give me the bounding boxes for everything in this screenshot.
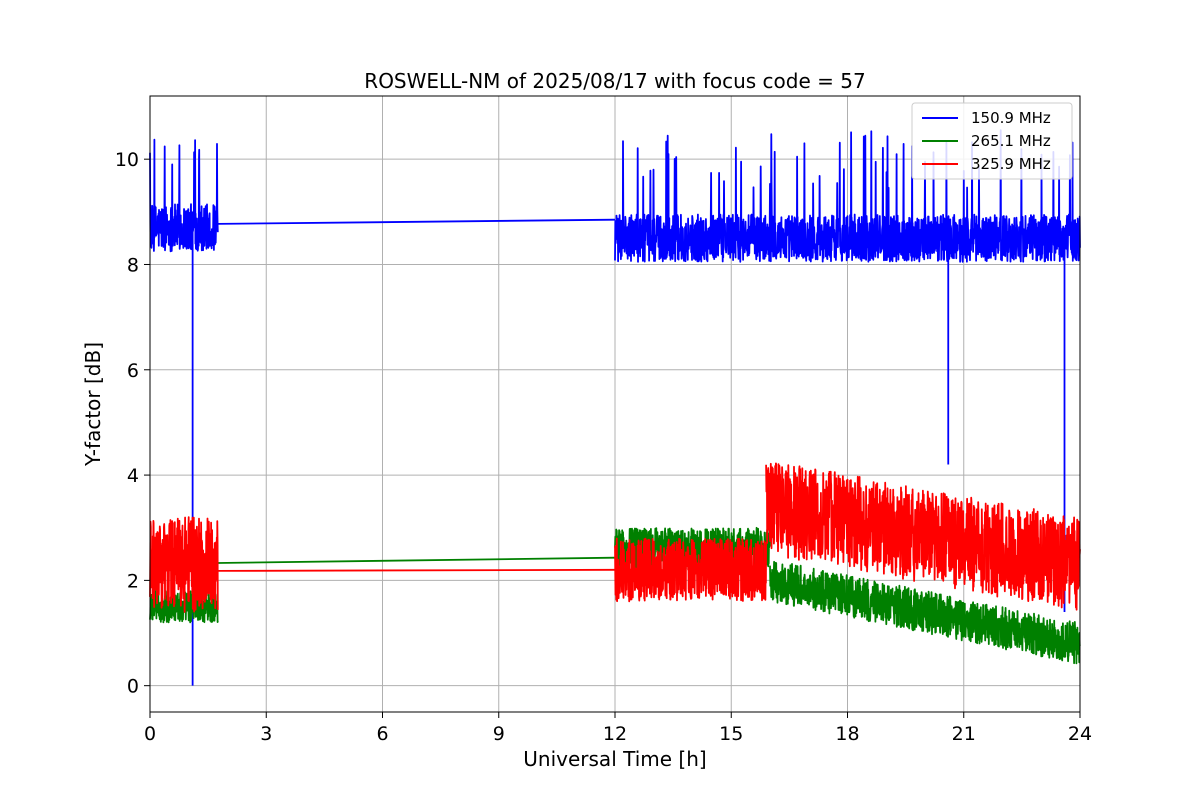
y-tick-label: 4 [127, 465, 139, 487]
series-line [149, 138, 219, 253]
y-tick-label: 6 [127, 360, 139, 382]
y-tick-label: 8 [127, 254, 139, 276]
series-gap-line [217, 556, 616, 564]
x-tick-label: 6 [376, 723, 388, 745]
y-axis-label: Y-factor [dB] [81, 342, 105, 467]
x-tick-label: 15 [719, 723, 743, 745]
x-tick-label: 0 [144, 723, 156, 745]
y-tick-label: 0 [127, 676, 139, 698]
series-line [614, 129, 1081, 263]
legend-box [911, 102, 1073, 180]
series-gap-line [217, 218, 616, 225]
series-line [614, 526, 771, 571]
chart-title: ROSWELL-NM of 2025/08/17 with focus code… [364, 69, 865, 93]
x-tick-label: 24 [1068, 723, 1092, 745]
series-line [769, 560, 1081, 665]
series-line [614, 537, 767, 603]
series-line [765, 462, 1081, 611]
x-tick-label: 3 [260, 723, 272, 745]
x-tick-label: 12 [603, 723, 627, 745]
series-layer [149, 129, 1081, 686]
y-tick-label: 2 [127, 570, 139, 592]
legend-entry: 265.1 MHz [971, 132, 1051, 150]
x-axis-label: Universal Time [h] [523, 747, 706, 771]
legend-entry: 150.9 MHz [971, 109, 1051, 127]
x-tick-label: 9 [493, 723, 505, 745]
x-tick-label: 21 [952, 723, 976, 745]
series-gap-line [217, 568, 616, 572]
x-tick-label: 18 [835, 723, 859, 745]
legend: 150.9 MHz 265.1 MHz 325.9 MHz [911, 102, 1073, 180]
series-line [149, 516, 219, 613]
y-tick-label: 10 [115, 149, 139, 171]
legend-entry: 325.9 MHz [971, 155, 1051, 173]
